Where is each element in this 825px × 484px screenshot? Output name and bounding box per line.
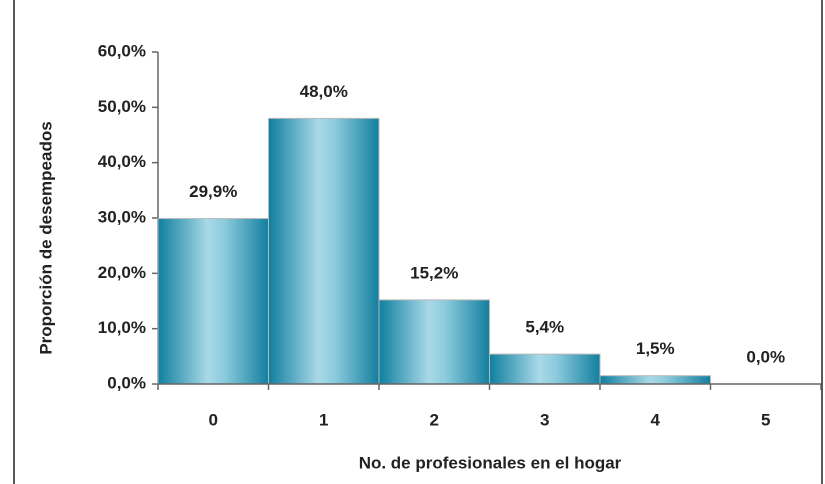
x-tick-label: 3 — [540, 410, 549, 429]
bar — [599, 375, 711, 385]
chart-frame — [13, 0, 823, 484]
data-label: 29,9% — [189, 182, 237, 201]
y-tick-label: 10,0% — [98, 318, 146, 337]
y-tick-label: 40,0% — [98, 152, 146, 171]
data-label: 15,2% — [410, 263, 458, 282]
x-tick-label: 1 — [319, 410, 328, 429]
bar — [268, 117, 380, 385]
x-axis-title: No. de profesionales en el hogar — [359, 453, 622, 472]
x-tick-label: 2 — [430, 410, 439, 429]
bar — [378, 299, 490, 385]
x-tick-label: 0 — [209, 410, 218, 429]
y-tick-label: 60,0% — [98, 41, 146, 60]
data-label: 1,5% — [636, 339, 675, 358]
bar — [489, 353, 601, 385]
x-tick-label: 4 — [651, 410, 661, 429]
y-tick-label: 20,0% — [98, 263, 146, 282]
y-axis-title: Proporción de desempeados — [36, 121, 55, 354]
y-tick-label: 0,0% — [107, 373, 146, 392]
data-label: 5,4% — [525, 318, 564, 337]
y-tick-label: 30,0% — [98, 207, 146, 226]
y-tick-label: 50,0% — [98, 97, 146, 116]
x-tick-label: 5 — [761, 410, 770, 429]
data-label: 48,0% — [300, 82, 348, 101]
data-label: 0,0% — [746, 347, 785, 366]
bar — [157, 218, 269, 385]
